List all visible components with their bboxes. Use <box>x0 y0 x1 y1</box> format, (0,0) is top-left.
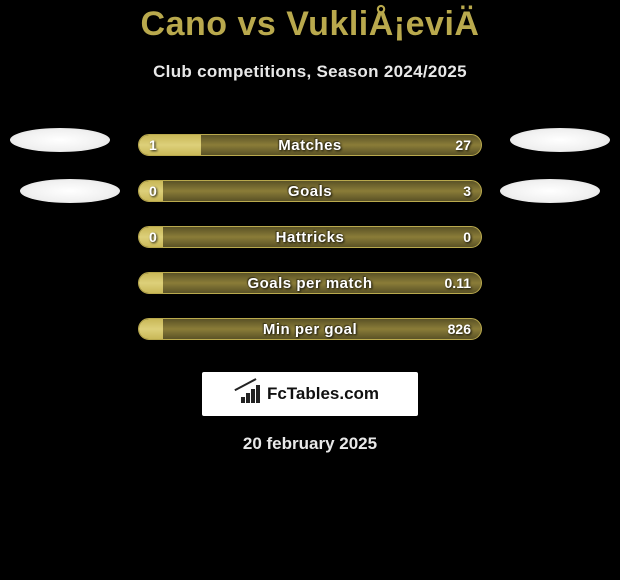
stat-value-right: 0.11 <box>445 273 471 293</box>
page-subtitle: Club competitions, Season 2024/2025 <box>0 62 620 82</box>
logo-text: FcTables.com <box>267 384 379 404</box>
stat-row: 0 Hattricks 0 <box>0 214 620 260</box>
stat-value-right: 0 <box>463 227 471 247</box>
stat-value-right: 27 <box>455 135 471 155</box>
stat-row: 1 Matches 27 <box>0 122 620 168</box>
stat-value-right: 3 <box>463 181 471 201</box>
stat-bar: 0 Hattricks 0 <box>138 226 482 248</box>
stat-bar: Goals per match 0.11 <box>138 272 482 294</box>
stat-row: Min per goal 826 <box>0 306 620 352</box>
footer-date: 20 february 2025 <box>0 434 620 454</box>
stat-label: Goals per match <box>139 273 481 293</box>
page-title: Cano vs VukliÅ¡eviÄ <box>0 0 620 44</box>
stat-label: Matches <box>139 135 481 155</box>
stat-row: 0 Goals 3 <box>0 168 620 214</box>
stat-label: Min per goal <box>139 319 481 339</box>
stat-bar: 1 Matches 27 <box>138 134 482 156</box>
stat-label: Hattricks <box>139 227 481 247</box>
stat-bar: Min per goal 826 <box>138 318 482 340</box>
logo-chart-icon <box>241 385 263 403</box>
logo-box[interactable]: FcTables.com <box>202 372 418 416</box>
comparison-chart: 1 Matches 27 0 Goals 3 0 Hattricks 0 Goa… <box>0 122 620 352</box>
stat-label: Goals <box>139 181 481 201</box>
stat-bar: 0 Goals 3 <box>138 180 482 202</box>
stat-value-right: 826 <box>448 319 471 339</box>
stat-row: Goals per match 0.11 <box>0 260 620 306</box>
